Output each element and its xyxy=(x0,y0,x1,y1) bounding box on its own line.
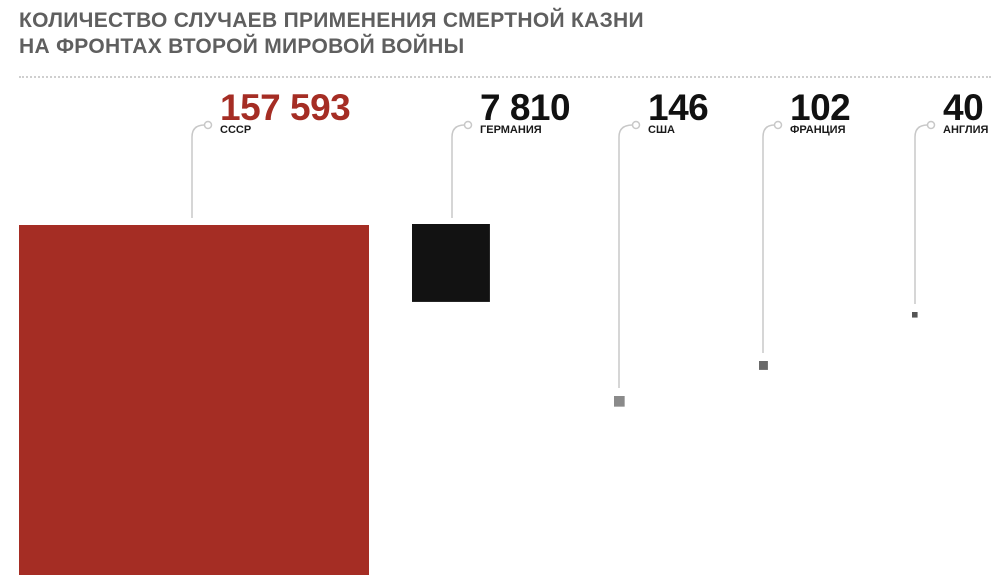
connector-line-3 xyxy=(762,124,775,353)
connector-line-0 xyxy=(191,124,205,218)
chart-title-line-2: НА ФРОНТАХ ВТОРОЙ МИРОВОЙ ВОЙНЫ xyxy=(19,35,465,58)
value-square-1 xyxy=(412,224,490,302)
chart-title: КОЛИЧЕСТВО СЛУЧАЕВ ПРИМЕНЕНИЯ СМЕРТНОЙ К… xyxy=(19,8,644,60)
connector-line-1 xyxy=(451,124,465,218)
connector-dot-2 xyxy=(631,120,641,130)
value-label-2: 146 xyxy=(648,87,708,128)
value-label-1: 7 810 xyxy=(480,87,570,128)
value-square-2 xyxy=(614,396,625,407)
category-label-0: СССР xyxy=(220,124,251,136)
value-square-0 xyxy=(19,225,369,575)
connector-dot-1 xyxy=(463,120,473,130)
dotted-divider xyxy=(19,76,991,78)
connector-line-2 xyxy=(618,124,633,388)
connector-line-4 xyxy=(914,124,928,304)
value-label-0: 157 593 xyxy=(220,87,350,128)
connector-dot-4 xyxy=(926,120,936,130)
category-label-4: АНГЛИЯ xyxy=(943,124,988,136)
category-label-2: США xyxy=(648,124,675,136)
category-label-3: ФРАНЦИЯ xyxy=(790,124,846,136)
value-label-4: 40 xyxy=(943,87,983,128)
connector-dot-3 xyxy=(773,120,783,130)
connector-dot-0 xyxy=(203,120,213,130)
value-square-4 xyxy=(912,312,918,318)
value-label-3: 102 xyxy=(790,87,850,128)
chart-title-line-1: КОЛИЧЕСТВО СЛУЧАЕВ ПРИМЕНЕНИЯ СМЕРТНОЙ К… xyxy=(19,9,644,32)
category-label-1: ГЕРМАНИЯ xyxy=(480,124,542,136)
value-square-3 xyxy=(759,361,768,370)
